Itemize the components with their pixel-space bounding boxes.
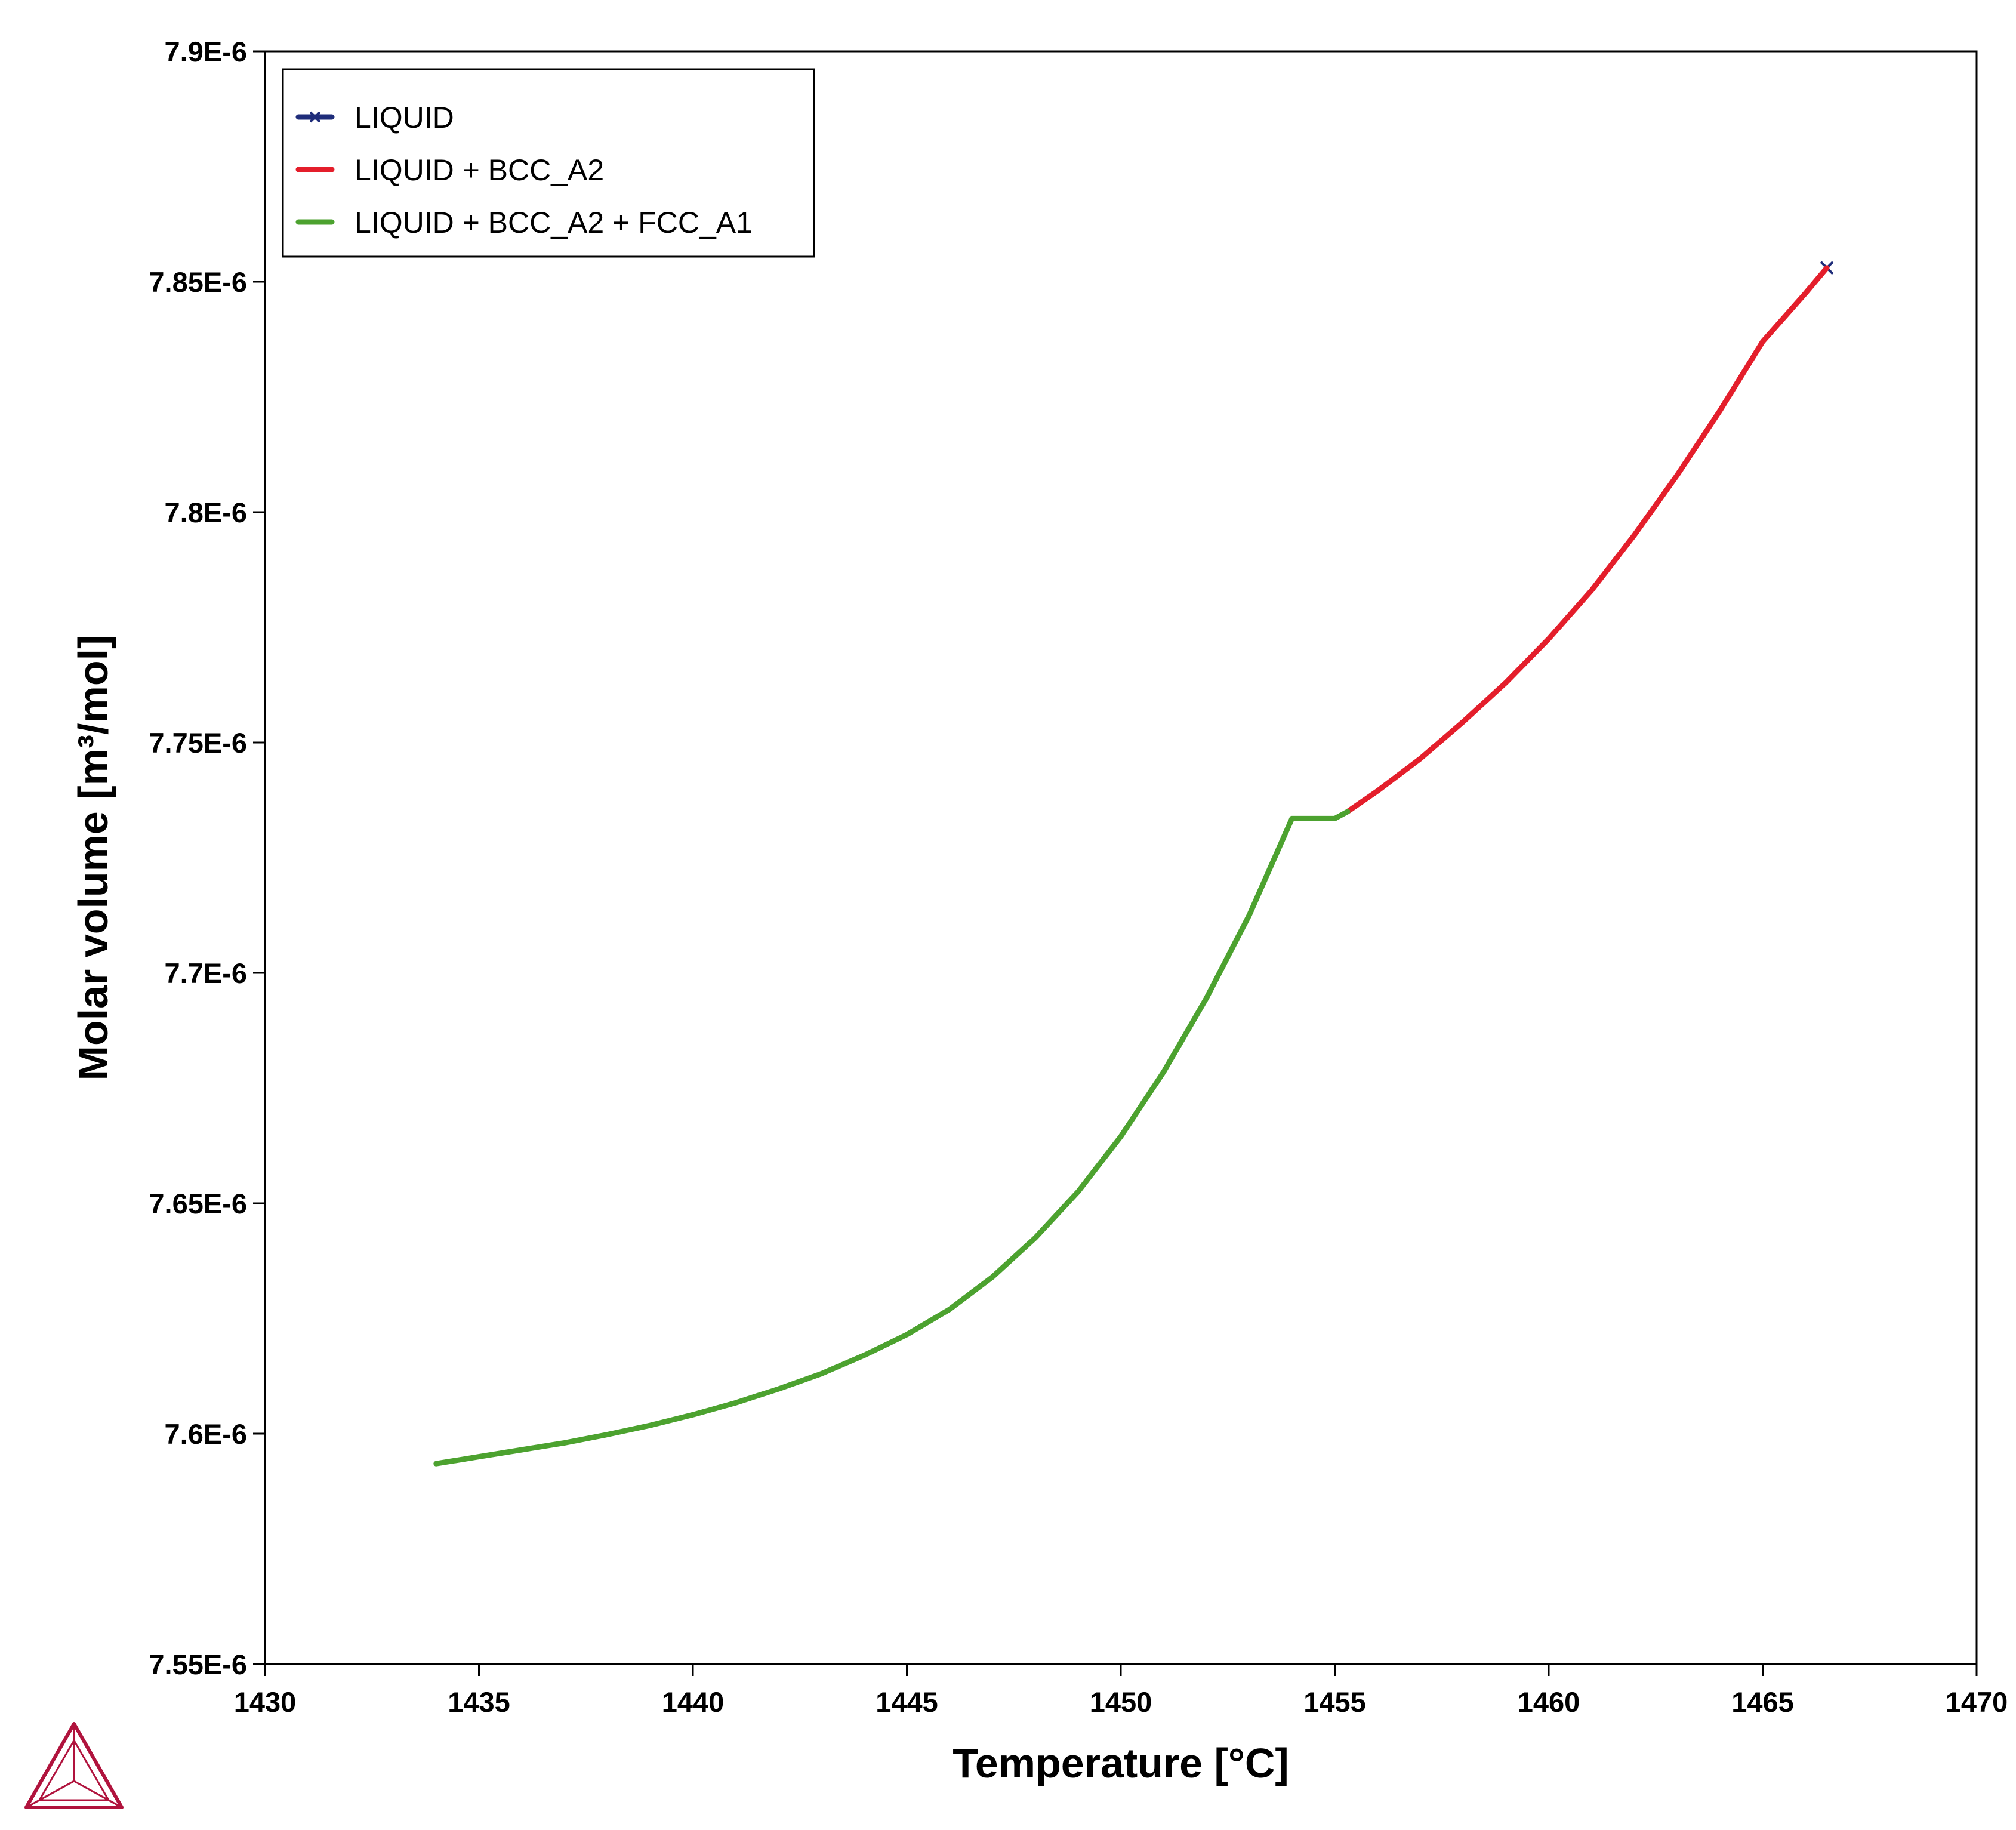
legend: LIQUID LIQUID + BCC_A2 LIQUID + BCC_A2 + F…	[282, 68, 815, 258]
y-axis-title: Molar volume [m³/mol]	[70, 635, 116, 1081]
x-tick-label: 1435	[448, 1686, 510, 1718]
x-tick-label: 1455	[1303, 1686, 1366, 1718]
series-line	[1345, 265, 1830, 815]
legend-label: LIQUID + BCC_A2	[355, 153, 604, 187]
series-line	[433, 809, 1351, 1467]
y-tick-label: 7.65E-6	[149, 1188, 247, 1219]
ticks-layer: 1430 1435 1440 1445 1450 1455 1460 1465 1470 7.55…	[149, 36, 2008, 1718]
x-axis-title: Temperature [°C]	[952, 1740, 1288, 1786]
x-tick-label: 1440	[662, 1686, 725, 1718]
x-tick-label: 1450	[1090, 1686, 1152, 1718]
legend-box	[282, 68, 815, 258]
legend-label: LIQUID	[355, 101, 454, 134]
x-tick-label: 1465	[1731, 1686, 1794, 1718]
legend-label: LIQUID + BCC_A2 + FCC_A1	[355, 206, 753, 239]
y-tick-label: 7.9E-6	[165, 36, 247, 67]
y-tick-label: 7.55E-6	[149, 1649, 247, 1680]
y-tick-label: 7.75E-6	[149, 727, 247, 759]
y-tick-label: 7.6E-6	[165, 1418, 247, 1450]
x-tick-label: 1445	[876, 1686, 938, 1718]
y-tick-label: 7.8E-6	[165, 497, 247, 528]
legend-marker	[309, 111, 321, 123]
x-tick-label: 1460	[1518, 1686, 1580, 1718]
y-tick-label: 7.7E-6	[165, 957, 247, 989]
plot-area-frame	[264, 50, 1978, 1665]
thermo-calc-logo	[24, 1722, 124, 1809]
y-tick-label: 7.85E-6	[149, 266, 247, 298]
x-tick-label: 1470	[1946, 1686, 2008, 1718]
x-tick-label: 1430	[234, 1686, 297, 1718]
series-layer	[433, 261, 1834, 1467]
